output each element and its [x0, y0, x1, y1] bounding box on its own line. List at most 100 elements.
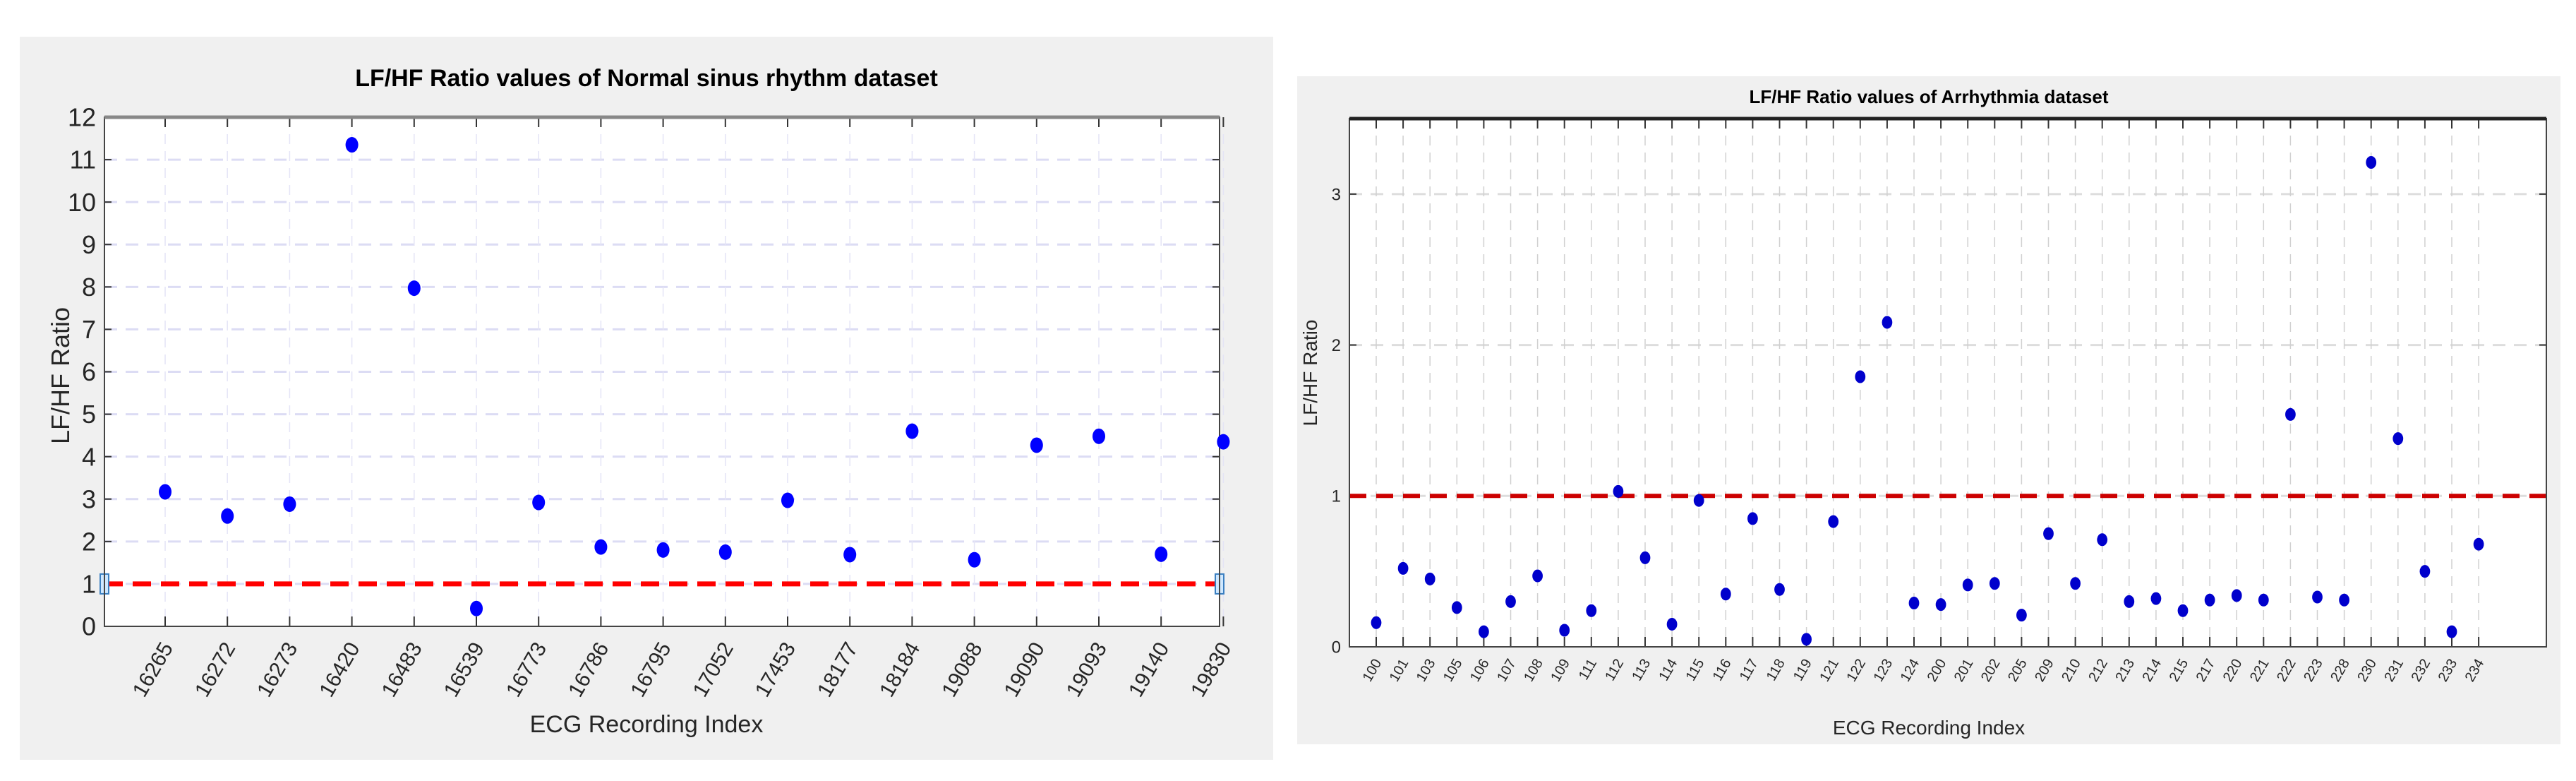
- data-point[interactable]: [1989, 577, 2000, 590]
- data-point[interactable]: [2285, 407, 2296, 421]
- x-tick-label: 205: [2005, 657, 2030, 685]
- x-tick-label: 234: [2462, 657, 2488, 685]
- data-point[interactable]: [1217, 434, 1230, 450]
- data-point[interactable]: [1693, 494, 1704, 507]
- x-tick-label: 200: [1925, 657, 1950, 685]
- data-point[interactable]: [1451, 601, 1462, 614]
- data-point[interactable]: [1559, 624, 1570, 637]
- data-point[interactable]: [781, 492, 795, 508]
- y-tick-label: 1: [82, 570, 96, 599]
- x-tick-label: 19140: [1124, 638, 1174, 701]
- data-point[interactable]: [1371, 616, 1382, 629]
- data-point[interactable]: [2070, 577, 2081, 590]
- data-point[interactable]: [1828, 515, 1839, 528]
- data-point[interactable]: [2366, 155, 2377, 169]
- x-tick-label: 16795: [626, 638, 675, 701]
- data-point[interactable]: [1424, 572, 1436, 585]
- data-point[interactable]: [656, 542, 670, 558]
- x-tick-label: 233: [2436, 657, 2461, 685]
- x-tick-label: 232: [2408, 657, 2433, 685]
- x-tick-label: 100: [1360, 657, 1385, 685]
- data-point[interactable]: [1935, 598, 1946, 612]
- data-point[interactable]: [1479, 625, 1489, 638]
- x-tick-label: 112: [1602, 657, 1627, 684]
- data-point[interactable]: [2231, 589, 2242, 602]
- data-point[interactable]: [158, 484, 172, 500]
- data-point[interactable]: [1030, 437, 1043, 453]
- data-point[interactable]: [1962, 578, 1973, 592]
- data-point[interactable]: [1613, 484, 1624, 498]
- x-axis-label: ECG Recording Index: [530, 711, 764, 738]
- data-point[interactable]: [1666, 617, 1678, 631]
- data-point[interactable]: [283, 496, 296, 512]
- data-point[interactable]: [2419, 565, 2431, 578]
- data-point[interactable]: [905, 423, 919, 439]
- arrhythmia-figure: LF/HF Ratio values of Arrhythmia dataset…: [1297, 76, 2560, 744]
- x-tick-label: 18177: [813, 638, 862, 701]
- data-point[interactable]: [968, 552, 981, 568]
- data-point[interactable]: [1397, 561, 1409, 575]
- x-tick-label: 101: [1387, 657, 1412, 685]
- data-point[interactable]: [1092, 428, 1106, 444]
- data-point[interactable]: [2473, 537, 2484, 551]
- data-point[interactable]: [2393, 432, 2404, 446]
- data-point[interactable]: [2150, 592, 2162, 605]
- data-point[interactable]: [2258, 593, 2269, 607]
- chart-title: LF/HF Ratio values of Arrhythmia dataset: [1749, 86, 2108, 107]
- x-tick-label: 215: [2167, 657, 2192, 685]
- y-axis-label: LF/HF Ratio: [1299, 320, 1321, 427]
- data-point[interactable]: [2043, 527, 2054, 540]
- data-point[interactable]: [1908, 597, 1920, 610]
- x-tick-label: 17052: [689, 638, 738, 701]
- data-point[interactable]: [469, 600, 483, 616]
- x-tick-label: 117: [1737, 657, 1762, 684]
- data-point[interactable]: [2016, 609, 2027, 622]
- data-point[interactable]: [843, 547, 857, 563]
- x-tick-label: 103: [1414, 657, 1439, 685]
- x-tick-label: 109: [1548, 657, 1573, 685]
- data-point[interactable]: [594, 539, 608, 555]
- x-tick-label: 19830: [1186, 638, 1236, 701]
- data-point[interactable]: [1747, 512, 1758, 525]
- x-tick-label: 222: [2274, 657, 2299, 685]
- data-point[interactable]: [2177, 604, 2189, 617]
- data-point[interactable]: [1882, 316, 1893, 329]
- x-tick-label: 106: [1467, 657, 1493, 685]
- data-point[interactable]: [718, 544, 732, 560]
- data-point[interactable]: [2204, 593, 2215, 607]
- x-tick-label: 108: [1521, 657, 1546, 685]
- data-point[interactable]: [1720, 588, 1731, 601]
- data-point[interactable]: [1801, 633, 1812, 646]
- data-point[interactable]: [1774, 583, 1785, 596]
- y-tick-label: 12: [68, 103, 96, 132]
- x-tick-label: 111: [1576, 657, 1600, 683]
- x-tick-label: 19090: [1000, 638, 1049, 701]
- x-tick-label: 223: [2301, 657, 2326, 685]
- x-tick-label: 113: [1629, 657, 1654, 684]
- data-point[interactable]: [1532, 569, 1543, 583]
- x-tick-label: 19088: [937, 638, 987, 701]
- x-tick-label: 202: [1978, 657, 2004, 685]
- y-tick-label: 7: [82, 315, 96, 344]
- data-point[interactable]: [407, 280, 421, 297]
- data-point[interactable]: [2097, 533, 2108, 547]
- x-tick-label: 16539: [440, 638, 489, 701]
- data-point[interactable]: [2339, 593, 2349, 607]
- data-point[interactable]: [345, 137, 359, 153]
- data-point[interactable]: [221, 508, 234, 524]
- data-point[interactable]: [1505, 595, 1516, 608]
- data-point[interactable]: [1155, 546, 1168, 562]
- x-tick-label: 16265: [128, 638, 178, 701]
- x-tick-label: 114: [1656, 657, 1680, 684]
- data-point[interactable]: [1586, 604, 1597, 617]
- data-point[interactable]: [2312, 590, 2323, 604]
- data-point[interactable]: [2124, 595, 2135, 608]
- data-point[interactable]: [2446, 625, 2457, 638]
- x-tick-label: 16483: [378, 638, 427, 701]
- data-point[interactable]: [532, 494, 546, 511]
- data-point[interactable]: [1639, 551, 1651, 564]
- x-tick-label: 212: [2086, 657, 2111, 685]
- x-tick-label: 19093: [1062, 638, 1112, 701]
- x-tick-label: 16273: [253, 638, 302, 701]
- data-point[interactable]: [1855, 370, 1866, 383]
